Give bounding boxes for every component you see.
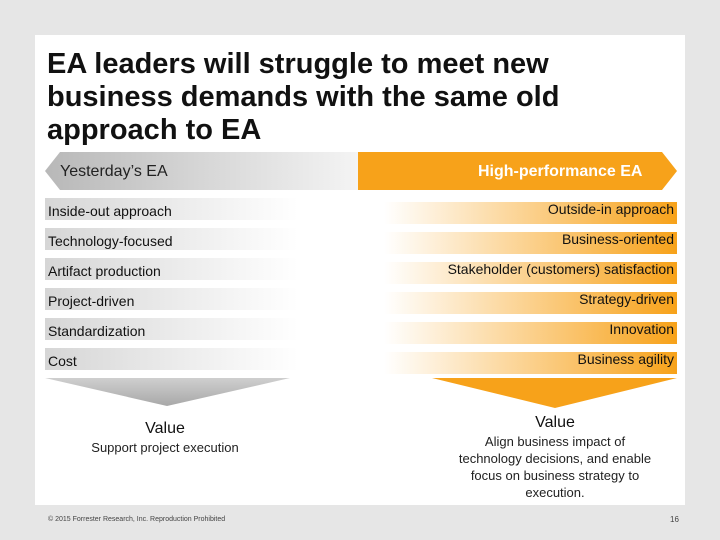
left-item: Artifact production	[45, 258, 298, 280]
title-line: approach to EA	[47, 114, 262, 146]
left-description: Support project execution	[91, 440, 239, 455]
left-item: Inside-out approach	[45, 198, 298, 220]
right-item: Innovation	[384, 322, 677, 344]
right-item: Strategy-driven	[384, 292, 677, 314]
title-line: business demands with the same old	[47, 81, 560, 113]
page-number: 16	[670, 515, 679, 524]
right-description: technology decisions, and enable	[458, 451, 652, 466]
left-item: Technology-focused	[45, 228, 298, 250]
left-item: Standardization	[45, 318, 298, 340]
left-header: Yesterday’s EA	[60, 163, 168, 180]
right-header: High-performance EA	[478, 163, 643, 180]
right-description: execution.	[525, 485, 585, 500]
right-arrow	[432, 378, 677, 408]
right-item: Stakeholder (customers) satisfaction	[384, 262, 677, 284]
left-item: Cost	[45, 348, 298, 370]
right-value: Value	[535, 414, 575, 431]
left-arrow	[45, 378, 290, 406]
right-item: Outside-in approach	[384, 202, 677, 224]
title-line: EA leaders will struggle to meet new	[47, 48, 549, 80]
left-header-band	[45, 152, 358, 190]
left-item: Project-driven	[45, 288, 298, 310]
right-item: Business-oriented	[384, 232, 677, 254]
right-description: Align business impact of	[484, 434, 626, 449]
copyright: © 2015 Forrester Research, Inc. Reproduc…	[48, 516, 226, 523]
right-header-band	[358, 152, 677, 190]
right-description: focus on business strategy to	[470, 468, 640, 483]
right-item: Business agility	[384, 352, 677, 374]
left-value: Value	[145, 420, 185, 437]
